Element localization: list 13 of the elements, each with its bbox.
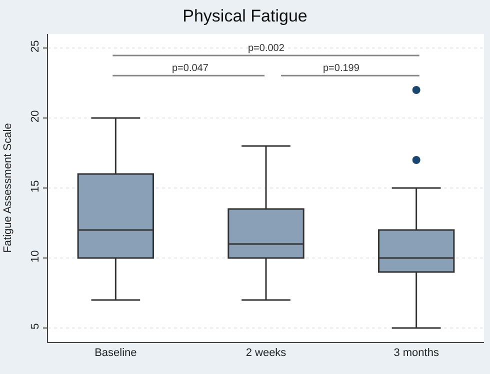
y-tick-label: 15 [30,180,42,192]
y-tick-label: 25 [30,40,42,52]
y-tick-label: 20 [30,110,42,122]
y-tick-label: 5 [30,323,42,330]
annotation: p=0.002 [248,43,285,54]
y-tick-label: 10 [30,250,42,262]
chart-title: Physical Fatigue [182,6,308,26]
y-axis-title: Fatigue Assessment Scale [2,123,14,253]
annotation: p=0.199 [323,63,360,74]
annotation: p=0.047 [172,63,209,74]
x-tick-label: Baseline [94,347,137,360]
x-tick-label: 2 weeks [246,347,287,360]
x-tick-label: 3 months [394,347,440,360]
